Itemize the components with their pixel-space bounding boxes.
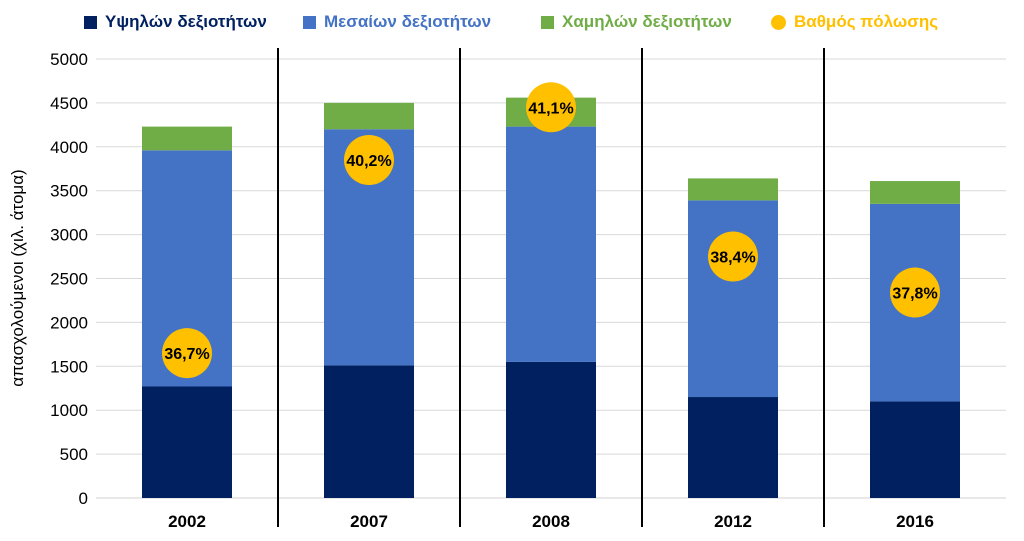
x-tick-label: 2007 <box>350 512 388 531</box>
legend-swatch-mid <box>303 15 316 29</box>
legend-swatch-low <box>541 15 554 29</box>
polarization-marker <box>708 231 758 282</box>
x-tick-label: 2002 <box>168 512 206 531</box>
y-tick-label: 1000 <box>50 401 88 420</box>
x-tick-label: 2012 <box>714 512 752 531</box>
x-tick-label: 2008 <box>532 512 570 531</box>
legend-swatch-high <box>84 15 97 29</box>
bar-segment-high <box>324 365 414 498</box>
bar-segment-low <box>688 178 778 201</box>
bar-segment-low <box>142 126 232 151</box>
bar-segment-high <box>688 397 778 498</box>
bar-segment-high <box>870 401 960 498</box>
bar-segment-mid <box>688 200 778 398</box>
y-tick-label: 4000 <box>50 138 88 157</box>
legend-label-polarization: Βαθμός πόλωσης <box>794 12 939 31</box>
legend-item-mid-skill: Μεσαίων δεξιοτήτων <box>303 12 491 32</box>
legend-item-high-skill: Υψηλών δεξιοτήτων <box>84 12 267 32</box>
polarization-label: 41,1% <box>528 100 573 117</box>
bar-segment-low <box>870 181 960 204</box>
polarization-marker <box>162 328 212 379</box>
y-tick-label: 1500 <box>50 357 88 376</box>
legend-label-high: Υψηλών δεξιοτήτων <box>105 12 267 31</box>
legend-dot-polarization <box>771 14 786 30</box>
legend-label-mid: Μεσαίων δεξιοτήτων <box>324 12 492 31</box>
polarization-label: 37,8% <box>892 286 937 303</box>
legend-item-low-skill: Χαμηλών δεξιοτήτων <box>541 12 732 32</box>
polarization-label: 36,7% <box>164 346 209 363</box>
polarization-marker <box>344 134 394 185</box>
polarization-label: 40,2% <box>346 153 391 170</box>
polarization-marker <box>890 267 940 318</box>
bar-segment-high <box>506 361 596 498</box>
polarization-marker <box>526 82 576 133</box>
polarization-label: 38,4% <box>710 250 755 267</box>
legend-item-polarization: Βαθμός πόλωσης <box>771 12 938 32</box>
y-tick-label: 3500 <box>50 182 88 201</box>
legend-label-low: Χαμηλών δεξιοτήτων <box>562 12 732 31</box>
bar-segment-mid <box>506 126 596 362</box>
x-tick-label: 2016 <box>896 512 934 531</box>
y-tick-label: 3000 <box>50 226 88 245</box>
y-tick-label: 0 <box>79 489 88 508</box>
y-tick-label: 4500 <box>50 94 88 113</box>
y-tick-label: 5000 <box>50 50 88 69</box>
y-tick-label: 500 <box>60 445 88 464</box>
y-tick-label: 2500 <box>50 270 88 289</box>
bar-segment-high <box>142 386 232 498</box>
y-tick-label: 2000 <box>50 313 88 332</box>
legend: Υψηλών δεξιοτήτων Μεσαίων δεξιοτήτων Χαμ… <box>0 12 1024 38</box>
bar-segment-low <box>324 102 414 130</box>
